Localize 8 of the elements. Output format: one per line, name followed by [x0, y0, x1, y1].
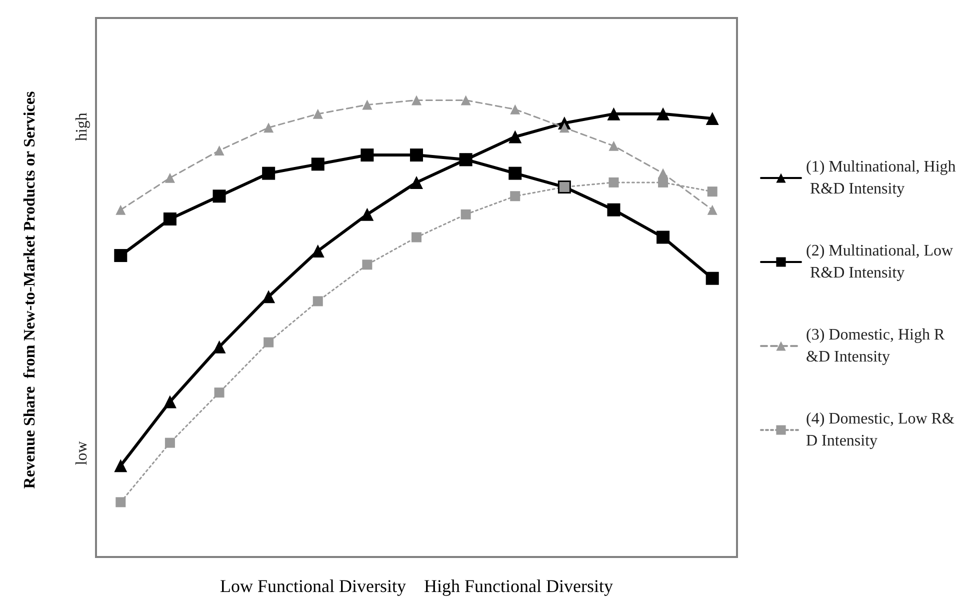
- legend-label: (3) Domestic, High R&D Intensity: [806, 326, 945, 366]
- text: low: [74, 440, 90, 466]
- legend-label: (1) Multinational, High R&D Intensity: [806, 158, 956, 198]
- x-axis-title: Low Functional Diversity High Functional Diversity: [220, 576, 613, 596]
- legend-label: (2) Multinational, Low R&D Intensity: [806, 242, 954, 282]
- legend-label: (4) Domestic, Low R&D Intensity: [806, 410, 955, 450]
- text: high: [74, 112, 90, 142]
- y-axis-title: Revenue Share from New-to-Market Products or Services: [22, 91, 38, 489]
